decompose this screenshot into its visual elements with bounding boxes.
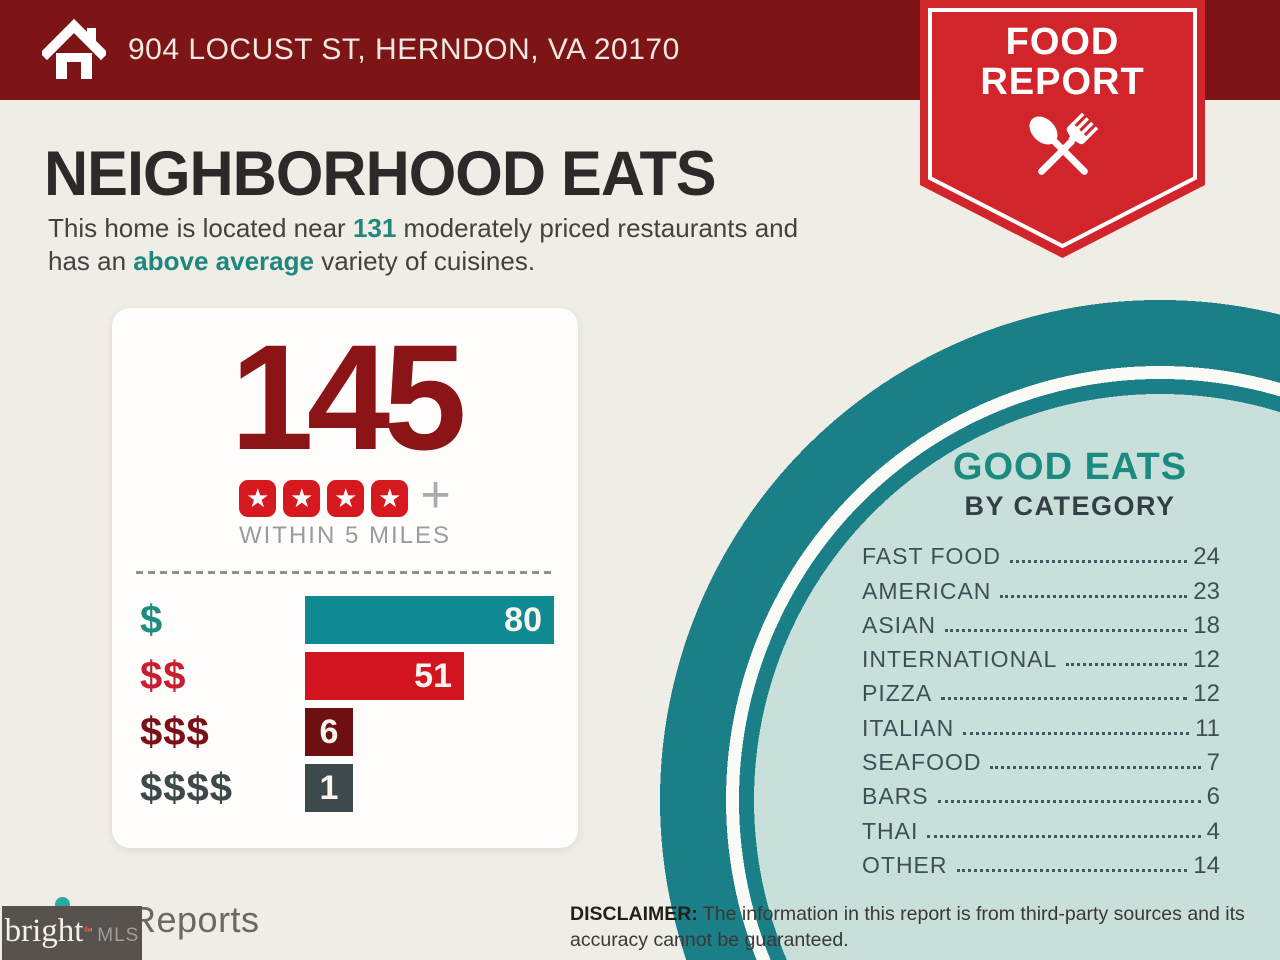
bright-logo-star-icon: ✦ <box>81 922 92 936</box>
star-icon: ★ <box>327 479 365 517</box>
dotted-leader <box>1066 663 1188 667</box>
star-rating: ★ ★ ★ ★ <box>239 479 409 517</box>
page-title: NEIGHBORHOOD EATS <box>44 139 717 209</box>
price-tier-bar-chart: $80 $$ 51 $$$ 6 $$$$ 1 <box>112 596 578 820</box>
bar-value: 80 <box>504 600 542 639</box>
bright-logo-text: bright ✦ ™ <box>4 913 93 949</box>
category-value: 4 <box>1206 817 1220 845</box>
category-row: AMERICAN 23 <box>862 571 1220 605</box>
disclaimer-text: The information in this report is from t… <box>570 903 1245 951</box>
category-row: ASIAN 18 <box>862 606 1220 640</box>
dotted-leader <box>927 834 1201 838</box>
category-value: 12 <box>1193 646 1220 674</box>
category-row: INTERNATIONAL 12 <box>862 640 1220 674</box>
category-value: 24 <box>1193 543 1220 571</box>
page-subtitle: This home is located near 131 moderately… <box>48 212 948 278</box>
reports-wordmark: Reports <box>130 899 260 940</box>
category-label: THAI <box>862 817 919 844</box>
radius-label: WITHIN 5 MILES <box>238 522 452 549</box>
bar-value: 6 <box>319 712 339 751</box>
bar-row: $80 <box>112 596 578 644</box>
home-icon <box>42 18 106 79</box>
disclaimer: DISCLAIMER: The information in this repo… <box>570 901 1250 953</box>
dotted-leader <box>1009 560 1188 564</box>
bar: 1 <box>305 764 353 812</box>
category-row: BARS 6 <box>862 777 1220 811</box>
category-row: SEAFOOD 7 <box>862 743 1220 777</box>
bar-value: 1 <box>319 768 339 807</box>
category-list: FAST FOOD 24 AMERICAN 23 ASIAN 18 INTERNATIONA… <box>862 537 1220 880</box>
bar: 6 <box>305 708 353 756</box>
category-label: FAST FOOD <box>862 543 1001 570</box>
category-value: 11 <box>1195 714 1220 742</box>
price-tier-label: $ <box>140 597 164 642</box>
bar: 51 <box>305 652 464 700</box>
ribbon-shape <box>920 0 1205 258</box>
star-icon: ★ <box>371 479 409 517</box>
subtitle-part4: variety of cuisines. <box>313 246 536 276</box>
rating-row: ★ ★ ★ ★ + <box>112 466 578 528</box>
category-label: PIZZA <box>862 680 933 707</box>
good-eats-subtitle: BY CATEGORY <box>964 491 1176 521</box>
price-tier-label: $$ <box>140 653 187 698</box>
bar-value: 51 <box>414 656 452 695</box>
ribbon-line1: FOOD <box>1005 21 1120 63</box>
category-value: 6 <box>1206 783 1220 811</box>
category-label: OTHER <box>862 851 948 878</box>
category-row: FAST FOOD 24 <box>862 537 1220 571</box>
bar: 80 <box>305 596 554 644</box>
dotted-leader <box>937 800 1201 804</box>
bar-row: $$$ 6 <box>112 708 578 756</box>
disclaimer-label: DISCLAIMER: <box>570 903 698 925</box>
category-value: 14 <box>1193 851 1220 879</box>
dotted-leader <box>956 868 1188 872</box>
dotted-leader <box>1000 594 1188 598</box>
property-address: 904 LOCUST ST, HERNDON, VA 20170 <box>128 33 680 66</box>
subtitle-part2: moderately priced restaurants and <box>396 213 799 243</box>
subtitle-part1: This home is located near <box>48 213 353 243</box>
spoon-fork-icon <box>1028 112 1098 175</box>
price-tier-label: $$$$ <box>140 765 233 810</box>
subtitle-part3: has an <box>48 246 134 276</box>
category-row: OTHER 14 <box>862 846 1220 880</box>
category-row: ITALIAN 11 <box>862 708 1220 742</box>
subtitle-highlight: above average <box>133 246 314 276</box>
dotted-leader <box>941 697 1188 701</box>
star-icon: ★ <box>239 479 277 517</box>
category-value: 23 <box>1193 577 1220 605</box>
price-tier-label: $$$ <box>140 709 210 754</box>
category-label: BARS <box>862 783 929 810</box>
dotted-leader <box>963 731 1190 735</box>
good-eats-header: GOOD EATS BY CATEGORY <box>870 446 1270 522</box>
category-label: AMERICAN <box>862 577 992 604</box>
category-value: 7 <box>1206 749 1220 777</box>
trademark-symbol: ™ <box>83 926 93 936</box>
food-report-ribbon: FOOD REPORT <box>920 0 1205 258</box>
bright-mls-logo: bright ✦ ™ MLS <box>2 906 142 960</box>
ribbon-title: FOOD REPORT <box>920 22 1205 102</box>
restaurant-count: 131 <box>352 213 397 243</box>
good-eats-title: GOOD EATS <box>952 446 1188 488</box>
summary-card: 145 ★ ★ ★ ★ + WITHIN 5 MILES $80 $$ 51 $$$ 6 $$$… <box>112 308 578 848</box>
total-restaurants: 145 <box>230 313 466 481</box>
star-icon: ★ <box>283 479 321 517</box>
dotted-leader <box>990 766 1201 770</box>
mls-logo-text: MLS <box>97 925 140 946</box>
category-label: INTERNATIONAL <box>862 646 1058 673</box>
dotted-leader <box>945 628 1188 632</box>
category-value: 12 <box>1193 680 1220 708</box>
ribbon-line2: REPORT <box>980 61 1145 103</box>
category-label: SEAFOOD <box>862 749 982 776</box>
plus-icon: + <box>420 466 451 524</box>
category-value: 18 <box>1193 611 1220 639</box>
bar-row: $$ 51 <box>112 652 578 700</box>
category-label: ITALIAN <box>862 714 955 741</box>
category-row: THAI 4 <box>862 811 1220 845</box>
dashed-divider <box>136 571 554 574</box>
category-row: PIZZA 12 <box>862 674 1220 708</box>
category-label: ASIAN <box>862 611 937 638</box>
bar-row: $$$$ 1 <box>112 764 578 812</box>
